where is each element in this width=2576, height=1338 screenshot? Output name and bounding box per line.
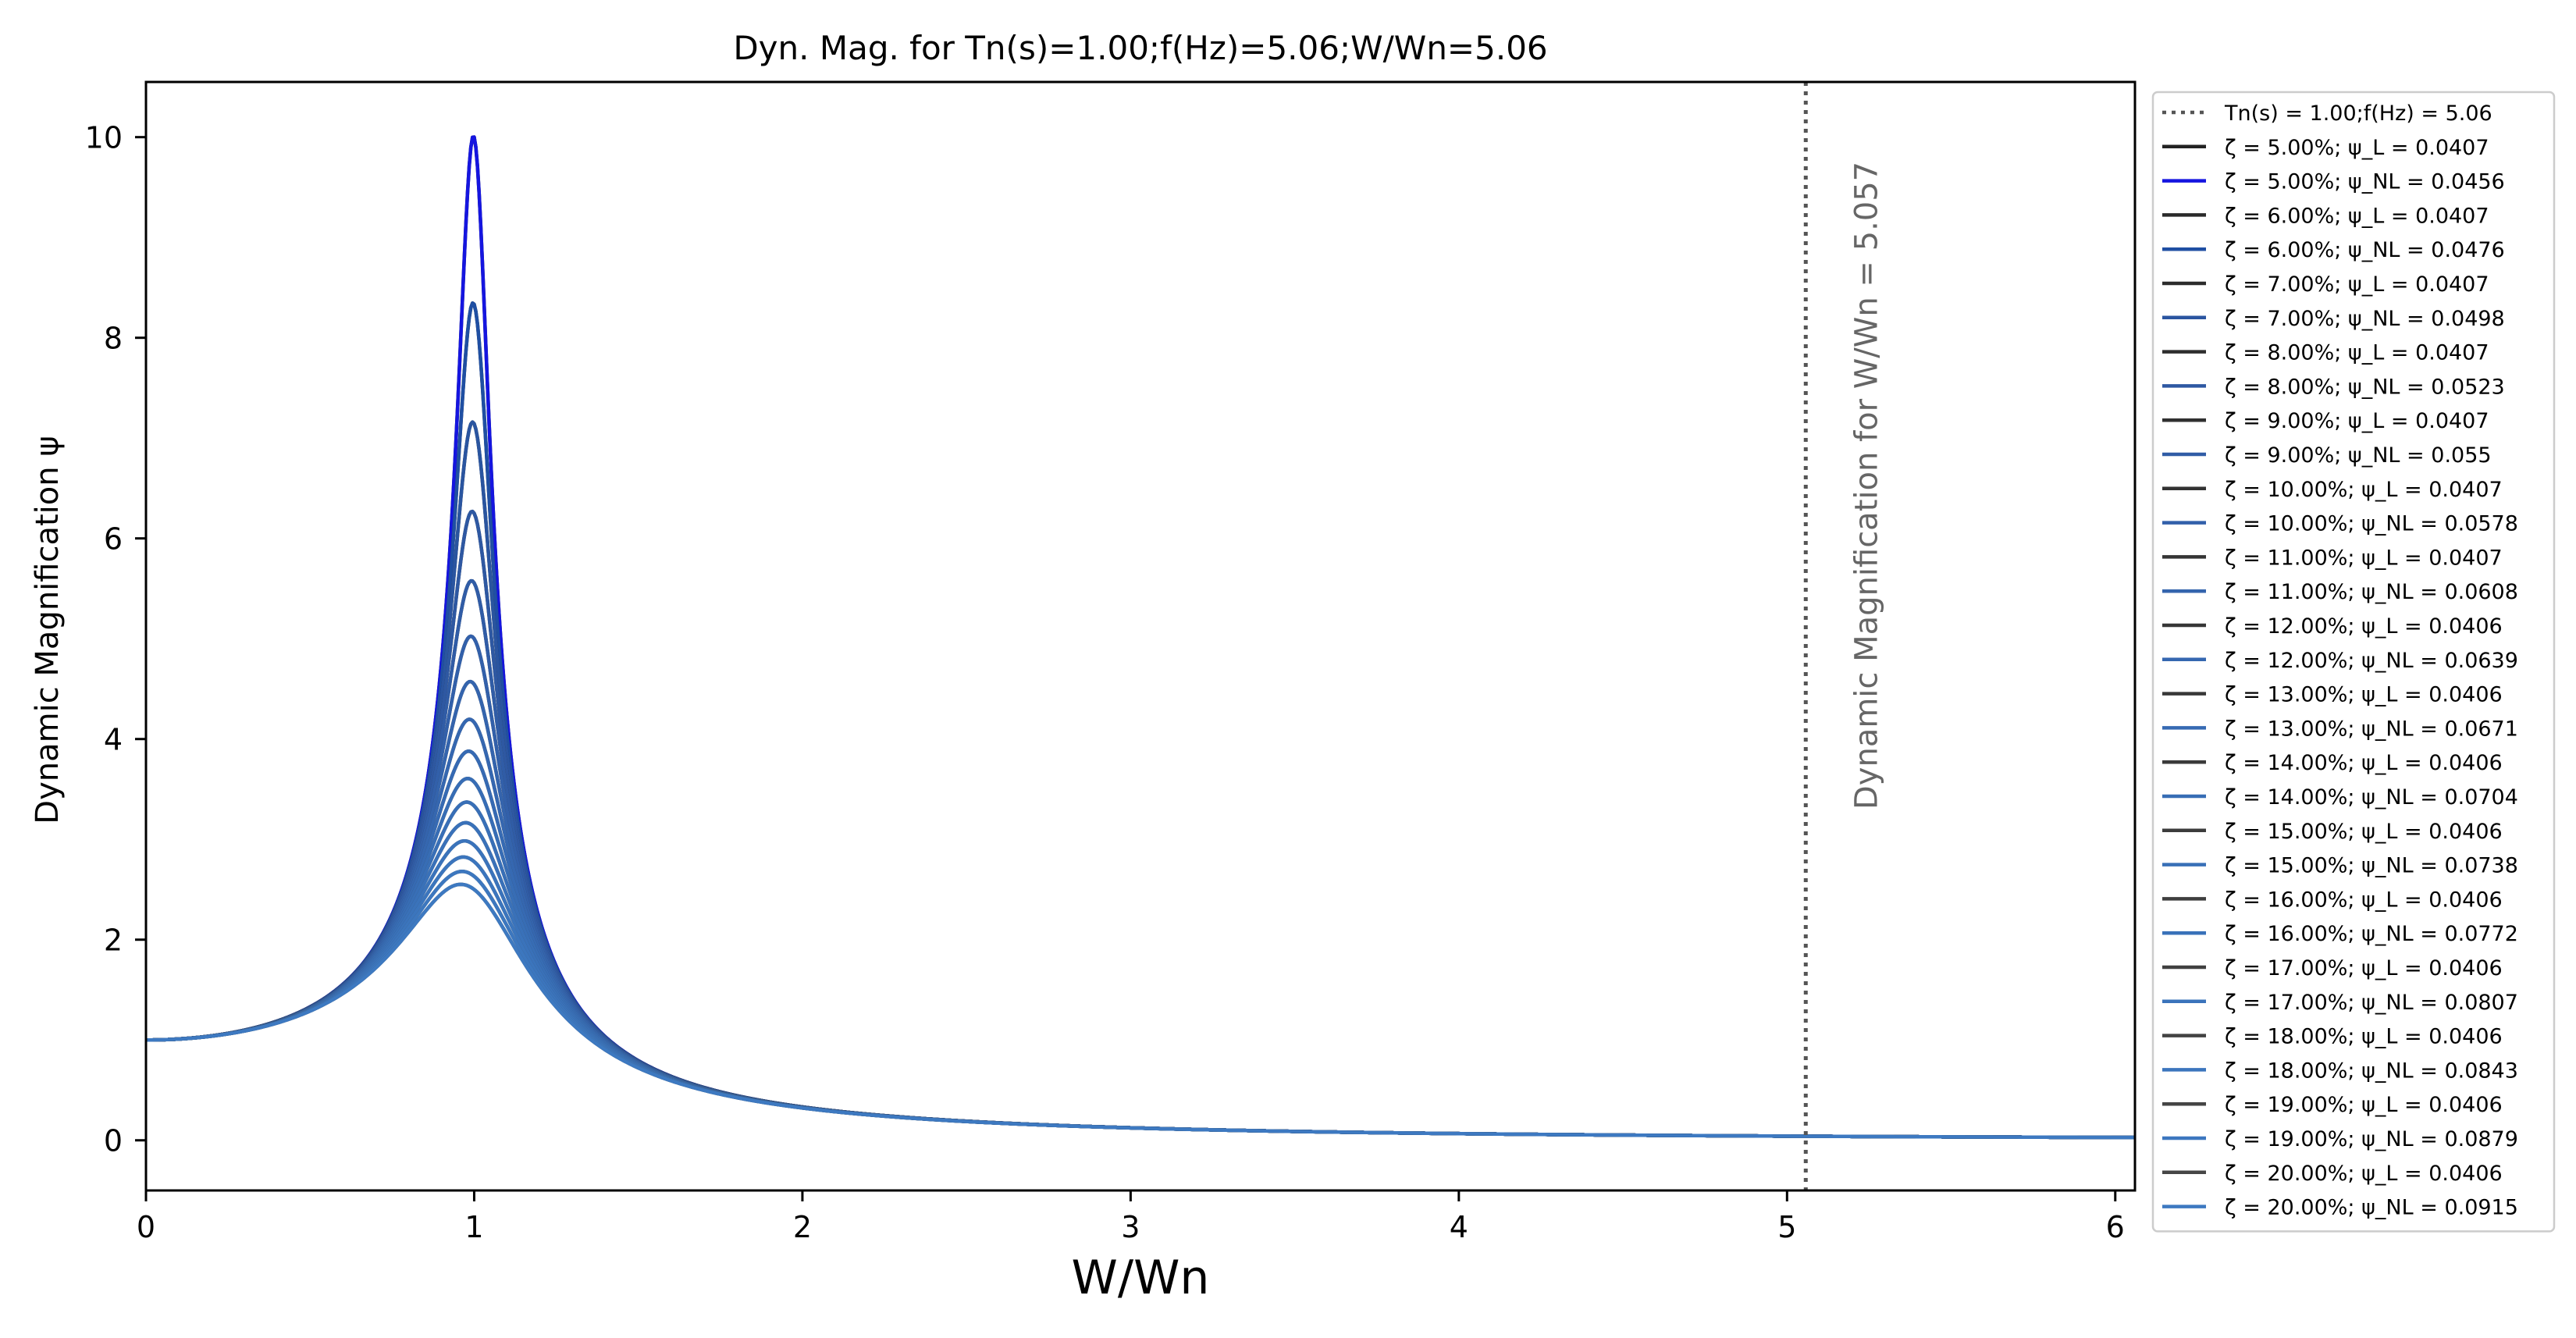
y-axis-label: Dynamic Magnification ψ bbox=[30, 436, 66, 824]
series-line-28 bbox=[146, 855, 2135, 1140]
series-line-30 bbox=[146, 870, 2135, 1140]
series-line-29 bbox=[146, 870, 2135, 1140]
legend-series-13-label: ζ = 11.00%; ψ_L = 0.0407 bbox=[2225, 546, 2503, 570]
x-tick-label: 5 bbox=[1777, 1210, 1796, 1244]
series-line-31 bbox=[146, 882, 2135, 1140]
legend-series-10-label: ζ = 9.00%; ψ_NL = 0.055 bbox=[2225, 443, 2492, 468]
x-tick-label: 0 bbox=[137, 1210, 155, 1244]
legend-series-4-label: ζ = 6.00%; ψ_NL = 0.0476 bbox=[2225, 238, 2505, 262]
series-line-21 bbox=[146, 800, 2135, 1140]
legend-series-21-label: ζ = 15.00%; ψ_L = 0.0406 bbox=[2225, 820, 2503, 844]
legend-series-27-label: ζ = 18.00%; ψ_L = 0.0406 bbox=[2225, 1025, 2503, 1049]
x-tick-label: 1 bbox=[464, 1210, 483, 1244]
legend-series-23-label: ζ = 16.00%; ψ_L = 0.0406 bbox=[2225, 888, 2503, 912]
legend-series-17-label: ζ = 13.00%; ψ_L = 0.0406 bbox=[2225, 683, 2503, 707]
plot-area: Dynamic Magnification for W/Wn = 5.057 0 1… bbox=[85, 80, 2137, 1244]
legend-series-20-label: ζ = 14.00%; ψ_NL = 0.0704 bbox=[2225, 785, 2518, 810]
series-line-22 bbox=[146, 800, 2135, 1140]
y-tick-label: 4 bbox=[104, 723, 123, 757]
legend-series-6-label: ζ = 7.00%; ψ_NL = 0.0498 bbox=[2225, 307, 2505, 331]
legend-series-18-label: ζ = 13.00%; ψ_NL = 0.0671 bbox=[2225, 717, 2518, 741]
legend-series-11-label: ζ = 10.00%; ψ_L = 0.0407 bbox=[2225, 478, 2503, 502]
series-line-32 bbox=[146, 882, 2135, 1140]
series-line-25 bbox=[146, 838, 2135, 1140]
y-tick-label: 0 bbox=[104, 1124, 123, 1158]
legend-series-25-label: ζ = 17.00%; ψ_L = 0.0406 bbox=[2225, 956, 2503, 980]
legend-series-22-label: ζ = 15.00%; ψ_NL = 0.0738 bbox=[2225, 854, 2518, 878]
x-tick-label: 2 bbox=[793, 1210, 812, 1244]
series-line-8 bbox=[146, 509, 2135, 1140]
x-tick-label: 4 bbox=[1450, 1210, 1468, 1244]
legend-series-3-label: ζ = 6.00%; ψ_L = 0.0407 bbox=[2225, 204, 2489, 228]
reference-vline-label: Dynamic Magnification for W/Wn = 5.057 bbox=[1848, 162, 1884, 810]
legend-reference-label: Tn(s) = 1.00;f(Hz) = 5.06 bbox=[2224, 101, 2492, 126]
x-tick-label: 6 bbox=[2106, 1210, 2125, 1244]
legend-series-14-label: ζ = 11.00%; ψ_NL = 0.0608 bbox=[2225, 580, 2518, 604]
legend-series-24-label: ζ = 16.00%; ψ_NL = 0.0772 bbox=[2225, 922, 2518, 946]
axes-frame bbox=[144, 80, 2137, 1192]
series-line-26 bbox=[146, 838, 2135, 1140]
legend-series-5-label: ζ = 7.00%; ψ_L = 0.0407 bbox=[2225, 272, 2489, 297]
series-line-16 bbox=[146, 717, 2135, 1140]
series-line-18 bbox=[146, 749, 2135, 1140]
legend-box bbox=[2151, 91, 2556, 1233]
legend-series-9-label: ζ = 9.00%; ψ_L = 0.0407 bbox=[2225, 409, 2489, 433]
y-tick-label: 2 bbox=[104, 923, 123, 958]
y-tick-label: 10 bbox=[85, 121, 123, 155]
x-axis-label: W/Wn bbox=[1072, 1251, 1210, 1305]
legend-series-32-label: ζ = 20.00%; ψ_NL = 0.0915 bbox=[2225, 1196, 2518, 1220]
legend-series-2-label: ζ = 5.00%; ψ_NL = 0.0456 bbox=[2225, 170, 2505, 194]
series-line-7 bbox=[146, 509, 2135, 1140]
legend-series-15-label: ζ = 12.00%; ψ_L = 0.0406 bbox=[2225, 614, 2503, 639]
legend-series-8-label: ζ = 8.00%; ψ_NL = 0.0523 bbox=[2225, 375, 2505, 399]
y-tick-label: 6 bbox=[104, 522, 123, 557]
y-tick-label: 8 bbox=[104, 322, 123, 356]
legend-series-1-label: ζ = 5.00%; ψ_L = 0.0407 bbox=[2225, 136, 2489, 160]
chart-title: Dyn. Mag. for Tn(s)=1.00;f(Hz)=5.06;W/Wn… bbox=[733, 29, 1547, 67]
series-lines bbox=[146, 135, 2135, 1140]
legend: Tn(s) = 1.00;f(Hz) = 5.06 ζ = 5.00%; ψ_L … bbox=[2151, 91, 2556, 1233]
legend-series-28-label: ζ = 18.00%; ψ_NL = 0.0843 bbox=[2225, 1059, 2518, 1083]
legend-series-7-label: ζ = 8.00%; ψ_L = 0.0407 bbox=[2225, 341, 2489, 365]
series-line-17 bbox=[146, 749, 2135, 1140]
legend-series-26-label: ζ = 17.00%; ψ_NL = 0.0807 bbox=[2225, 991, 2518, 1015]
legend-series-16-label: ζ = 12.00%; ψ_NL = 0.0639 bbox=[2225, 649, 2518, 673]
legend-series-12-label: ζ = 10.00%; ψ_NL = 0.0578 bbox=[2225, 512, 2518, 536]
legend-series-31-label: ζ = 20.00%; ψ_L = 0.0406 bbox=[2225, 1162, 2503, 1186]
legend-series-30-label: ζ = 19.00%; ψ_NL = 0.0879 bbox=[2225, 1127, 2518, 1151]
series-line-27 bbox=[146, 855, 2135, 1140]
legend-series-19-label: ζ = 14.00%; ψ_L = 0.0406 bbox=[2225, 751, 2503, 775]
legend-series-29-label: ζ = 19.00%; ψ_L = 0.0406 bbox=[2225, 1093, 2503, 1117]
x-tick-label: 3 bbox=[1121, 1210, 1140, 1244]
